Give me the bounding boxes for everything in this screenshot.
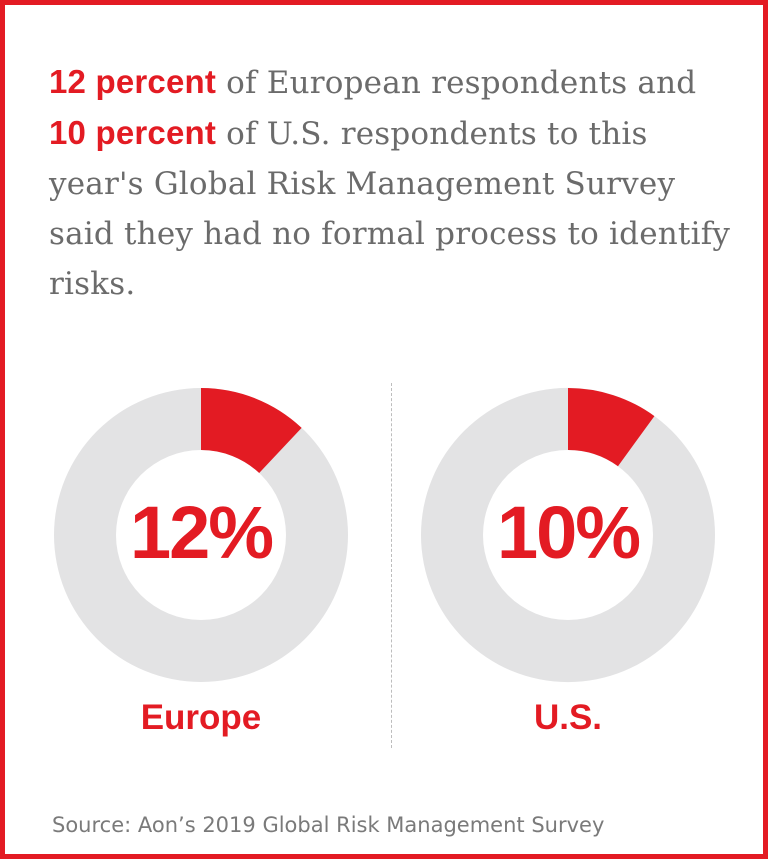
source-note: Source: Aon’s 2019 Global Risk Managemen…: [52, 813, 605, 837]
donut-charts: 12% Europe 10% U.S.: [54, 387, 715, 737]
donut-europe-slice: [201, 388, 302, 474]
donut-us-region-label: U.S.: [534, 698, 602, 737]
donut-europe: 12% Europe: [54, 388, 348, 737]
donut-europe-track: [54, 388, 348, 682]
donut-europe-value-label: 12%: [130, 491, 272, 574]
headline-text-part1: of European respondents and: [216, 65, 697, 101]
donut-us-slice: [568, 388, 655, 467]
headline: 12 percent of European respondents and 1…: [49, 57, 739, 309]
headline-europe-percent: 12 percent: [49, 63, 217, 100]
donut-europe-region-label: Europe: [141, 698, 262, 737]
donut-us-value-label: 10%: [497, 491, 639, 574]
donut-us: 10% U.S.: [421, 387, 715, 737]
donut-us-track: [421, 387, 715, 683]
headline-us-percent: 10 percent: [49, 114, 217, 151]
headline-text-part2: of U.S. respondents to this year's Globa…: [49, 116, 731, 302]
divider-line: [391, 383, 392, 748]
